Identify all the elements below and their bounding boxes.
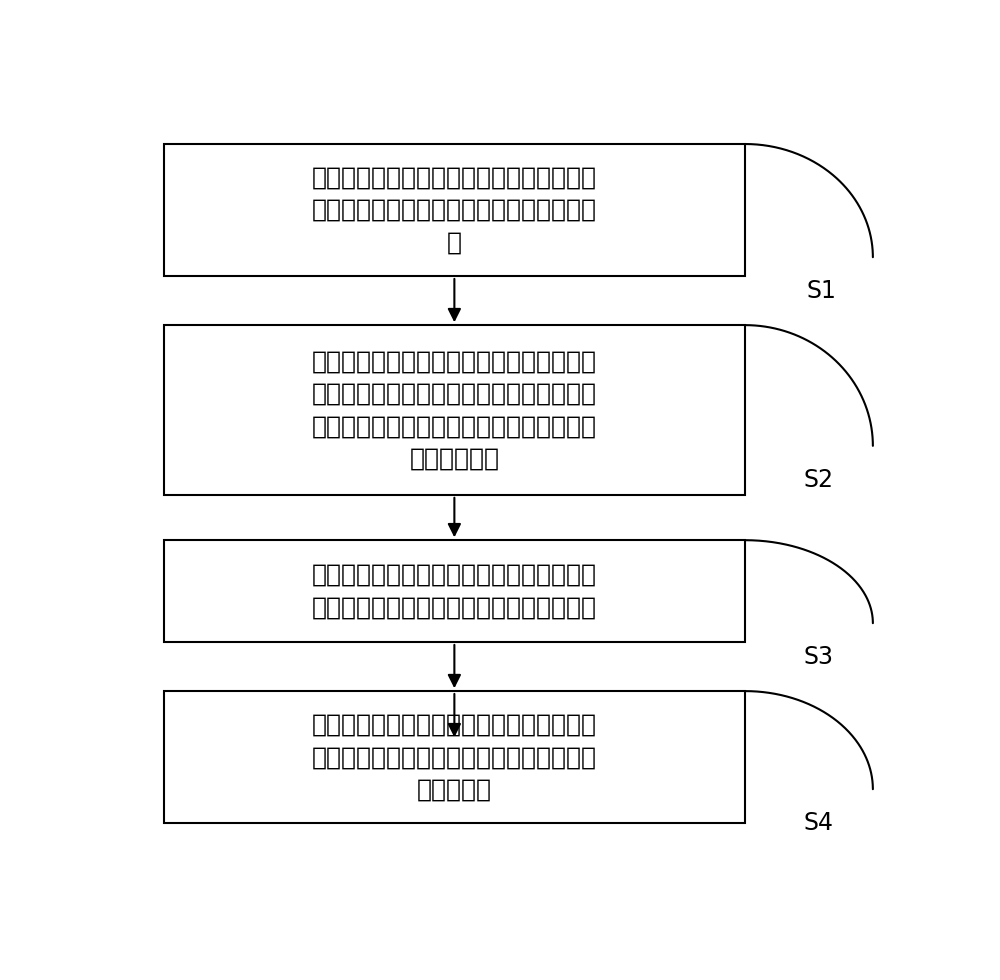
Text: 对智能换流站监测系统的各网络流量数据对
应的检测向量按预设时间窗口进行信息熵估
算: 对智能换流站监测系统的各网络流量数据对 应的检测向量按预设时间窗口进行信息熵估 … — [312, 166, 597, 255]
Text: S1: S1 — [807, 279, 837, 303]
FancyBboxPatch shape — [164, 325, 745, 495]
Text: 基于智能换流站监测系统的各网络流量数据
对应的检测向量在各预设时间窗口内的信息
熵构建项集模式，并生成所述项集模式对应
的时间序列图: 基于智能换流站监测系统的各网络流量数据 对应的检测向量在各预设时间窗口内的信息 … — [312, 349, 597, 470]
Text: S4: S4 — [803, 811, 833, 835]
Text: 根据所述项集模式对应的时间序列图将各项
集模式划分为正常项集模式和异常项集模式: 根据所述项集模式对应的时间序列图将各项 集模式划分为正常项集模式和异常项集模式 — [312, 563, 597, 619]
Text: S3: S3 — [803, 645, 833, 669]
FancyBboxPatch shape — [164, 691, 745, 823]
Text: 将异常项集模式进行异常状态变化趋势检测
，得到所述智能换流站监测系统的通信网络
的运行状态: 将异常项集模式进行异常状态变化趋势检测 ，得到所述智能换流站监测系统的通信网络 … — [312, 712, 597, 802]
FancyBboxPatch shape — [164, 144, 745, 276]
Text: S2: S2 — [803, 467, 833, 492]
FancyBboxPatch shape — [164, 540, 745, 642]
